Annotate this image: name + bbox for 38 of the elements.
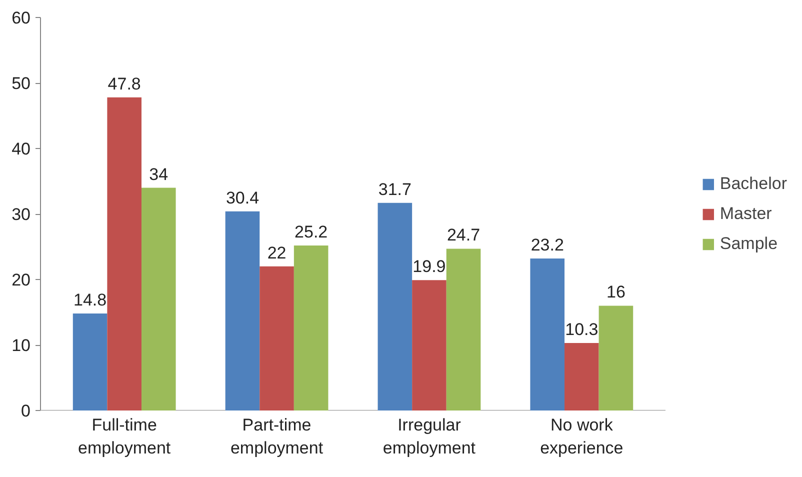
- y-tick-label: 30: [12, 205, 31, 224]
- bar: [564, 343, 599, 410]
- legend-label: Bachelor: [720, 174, 787, 194]
- bar: [225, 211, 260, 410]
- bar: [530, 258, 565, 410]
- x-tick-label: Irregular employment: [382, 416, 476, 458]
- legend-label: Master: [720, 204, 772, 224]
- data-label: 47.8: [108, 74, 141, 94]
- bar: [141, 188, 176, 410]
- data-label: 34: [149, 164, 168, 184]
- y-tick-label: 20: [12, 270, 31, 290]
- x-tick-label: No work experience: [540, 416, 624, 458]
- legend-label: Sample: [720, 234, 778, 254]
- bar: [294, 245, 328, 410]
- bar: [72, 314, 108, 410]
- y-tick-label: 10: [12, 336, 31, 355]
- y-tick-label: 0: [21, 402, 31, 420]
- data-label: 25.2: [294, 222, 328, 242]
- y-tick-label: 50: [12, 74, 31, 93]
- data-label: 24.7: [446, 226, 480, 245]
- y-tick-label: 60: [12, 8, 31, 28]
- data-label: 31.7: [378, 180, 412, 199]
- bar: [412, 280, 446, 410]
- x-tick-label: Part-time employment: [230, 416, 324, 458]
- bar: [107, 97, 142, 410]
- data-label: 16: [606, 282, 626, 302]
- bar: [598, 306, 634, 410]
- bar: [260, 266, 294, 410]
- y-tick-label: 40: [12, 140, 31, 158]
- data-label: 14.8: [74, 290, 107, 310]
- bar: [378, 202, 412, 410]
- bar: [446, 248, 481, 410]
- data-label: 10.3: [565, 320, 598, 340]
- data-label: 19.9: [412, 257, 446, 276]
- x-tick-label: Full-time employment: [78, 416, 171, 458]
- data-label: 30.4: [226, 188, 260, 208]
- data-label: 23.2: [530, 236, 564, 255]
- data-label: 22: [267, 243, 286, 262]
